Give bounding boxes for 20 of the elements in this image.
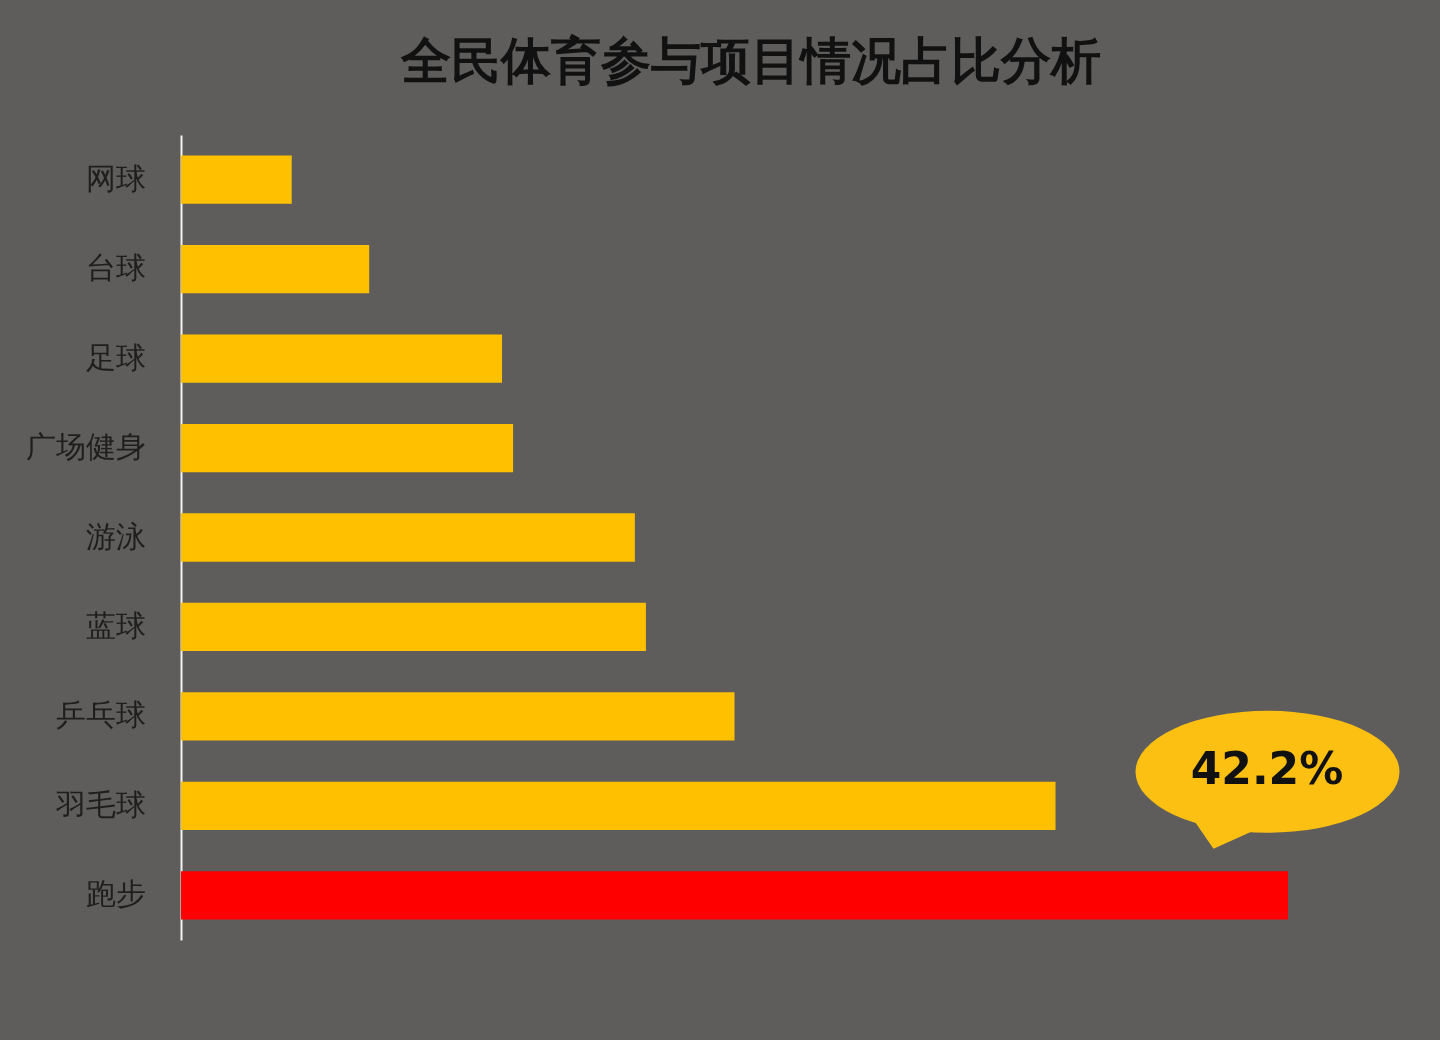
bar <box>181 334 503 383</box>
bar <box>181 245 370 294</box>
y-tick-label: 乒乓球 <box>55 697 146 733</box>
bar <box>181 781 1056 830</box>
chart-title: 全民体育参与项目情况占比分析 <box>399 32 1101 90</box>
y-tick-label: 羽毛球 <box>54 786 146 822</box>
bar <box>181 602 646 652</box>
y-tick-label: 跑步 <box>85 876 146 912</box>
bar <box>181 155 292 204</box>
y-tick-label: 台球 <box>85 250 146 286</box>
y-tick-label: 足球 <box>85 339 146 375</box>
y-tick-label: 广场健身 <box>25 429 146 465</box>
bar <box>181 871 1288 920</box>
y-tick-label: 蓝球 <box>85 607 146 643</box>
bar <box>181 692 735 741</box>
y-tick-label: 游泳 <box>85 518 146 554</box>
y-tick-label: 网球 <box>85 160 146 196</box>
bar <box>181 423 514 473</box>
bar <box>181 513 635 562</box>
annotation: 42.2% <box>1190 743 1344 795</box>
